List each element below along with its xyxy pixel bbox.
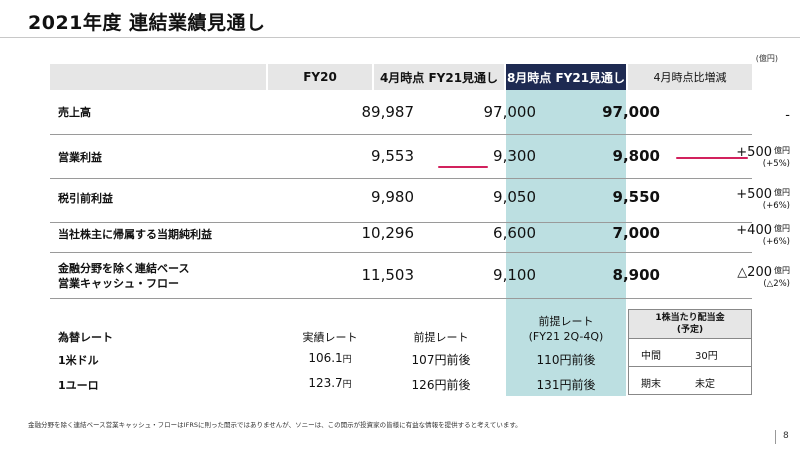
change-cell: +400 億円 (+6%) [678,219,790,247]
row-divider [50,134,752,135]
table-row: 当社株主に帰属する当期純利益 10,296 6,600 7,000 +400 億円… [50,223,790,266]
header-change-vs-april: 4月時点比増減 [628,64,752,90]
fx-header-line: (FY21 2Q-4Q) [528,330,604,343]
highlight-column [506,90,626,396]
value-april: 9,300 [493,147,536,165]
row-divider [50,178,752,179]
page-title: 2021年度 連結業績見通し [28,12,266,34]
value-august: 9,800 [612,147,660,165]
page-number-divider [775,430,776,444]
change-cell: △200 億円 (△2%) [678,261,790,289]
change-unit: 億円 [774,188,790,197]
change-cell: +500 億円 (+5%) [678,141,790,169]
table-row: 営業利益 9,553 9,300 9,800 +500 億円 (+5%) [50,135,790,178]
fx-actual-value: 106.1円 [290,351,370,365]
fx-assumed-value: 107円前後 [411,353,471,367]
value-august: 97,000 [602,103,660,121]
value-fy20: 11,503 [361,266,415,284]
header-fy20: FY20 [268,64,372,90]
change-value: +400 [736,223,772,238]
fx-actual-unit: 円 [342,355,352,365]
value-april: 6,600 [493,224,536,242]
change-value: - [785,108,790,123]
dividend-value: 未定 [695,379,715,390]
dividend-title: 1株当たり配当金 (予定) [629,310,751,338]
change-value: △200 [737,265,772,280]
fx-header-assumed-q: 前提レート (FY21 2Q-4Q) [506,314,626,344]
value-april: 9,100 [493,266,536,284]
dividend-box: 1株当たり配当金 (予定) 中間 30円 期末 未定 [628,309,752,395]
value-fy20: 89,987 [361,103,415,121]
dividend-label: 中間 [641,351,661,362]
change-value: +500 [736,187,772,202]
header-august-forecast: 8月時点 FY21見通し [506,64,626,90]
fx-row-label: 1米ドル [58,354,99,367]
row-divider [50,252,752,253]
fx-header-actual: 実績レート [302,331,358,344]
title-divider [0,37,800,38]
row-label: 金融分野を除く連結ベース 営業キャッシュ・フロー [58,261,189,291]
change-cell: +500 億円 (+6%) [678,183,790,211]
table-row: 税引前利益 9,980 9,050 9,550 +500 億円 (+6%) [50,179,790,222]
dividend-label: 期末 [641,379,661,390]
header-april-forecast: 4月時点 FY21見通し [374,64,504,90]
change-percent: (+5%) [762,159,790,169]
fx-actual-unit: 円 [342,380,352,390]
table-row: 金融分野を除く連結ベース 営業キャッシュ・フロー 11,503 9,100 8,… [50,253,790,298]
change-cell: - [678,104,790,123]
fx-row-label: 1ユーロ [58,379,99,392]
fx-actual-number: 123.7 [308,376,343,390]
emphasis-underline [438,166,488,168]
fx-actual-value: 123.7円 [290,376,370,390]
row-label-line: 営業キャッシュ・フロー [58,277,179,290]
fx-header-line: 前提レート [538,315,594,328]
change-unit: 億円 [774,224,790,233]
fx-title: 為替レート [58,331,113,344]
dividend-value: 30円 [695,351,718,362]
row-label: 税引前利益 [58,192,113,205]
header-label-cell [50,64,266,90]
row-label-line: 金融分野を除く連結ベース [58,262,190,275]
row-label: 売上高 [58,106,91,119]
fx-assumed-value: 126円前後 [411,378,471,392]
unit-label: (億円) [755,54,778,63]
change-percent: (△2%) [763,279,790,289]
value-april: 97,000 [483,103,537,121]
dividend-row: 中間 30円 [629,338,751,367]
value-august: 8,900 [612,266,660,284]
page-number: 8 [783,431,789,441]
value-april: 9,050 [493,188,536,206]
row-divider [50,222,752,223]
row-label: 当社株主に帰属する当期純利益 [58,228,212,241]
change-unit: 億円 [774,266,790,275]
value-fy20: 10,296 [361,224,415,242]
table-row: 売上高 89,987 97,000 97,000 - [50,90,790,134]
value-august: 7,000 [612,224,660,242]
change-percent: (+6%) [762,201,790,211]
footnote: 金融分野を除く連結ベース営業キャッシュ・フローはIFRSに則った開示ではありませ… [28,421,522,429]
row-divider [50,298,752,299]
fx-assumed-q-value: 131円前後 [536,378,596,392]
emphasis-underline [676,157,748,159]
change-percent: (+6%) [762,237,790,247]
value-fy20: 9,980 [371,188,414,206]
row-label: 営業利益 [58,151,102,164]
dividend-title-line: 1株当たり配当金 [655,313,725,323]
value-august: 9,550 [612,188,660,206]
dividend-row: 期末 未定 [629,366,751,395]
dividend-title-line: (予定) [676,325,704,335]
fx-header-assumed: 前提レート [413,331,469,344]
value-fy20: 9,553 [371,147,414,165]
change-unit: 億円 [774,146,790,155]
fx-assumed-q-value: 110円前後 [536,353,596,367]
fx-actual-number: 106.1 [308,351,343,365]
change-value: +500 [736,145,772,160]
